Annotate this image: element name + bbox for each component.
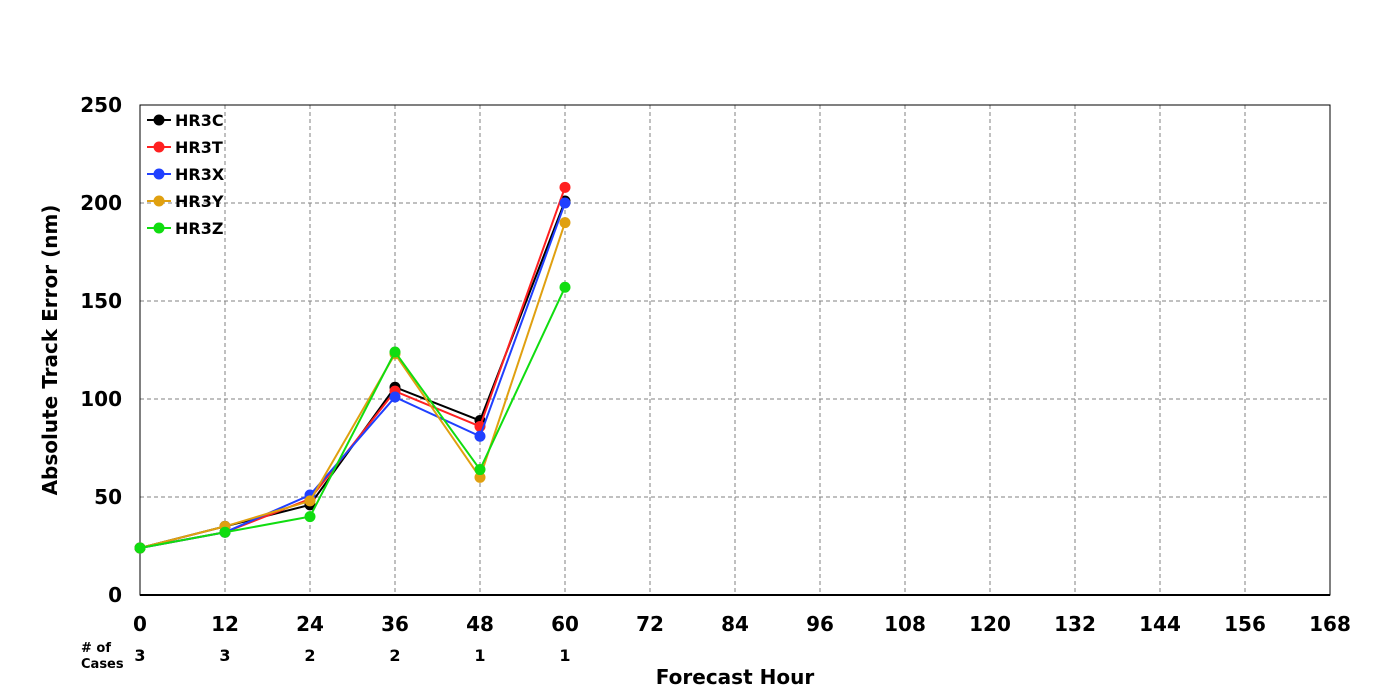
series-line bbox=[139, 186, 566, 549]
data-point bbox=[219, 526, 231, 538]
y-tick-label: 100 bbox=[80, 387, 122, 411]
x-tick-label: 156 bbox=[1224, 612, 1266, 636]
data-point bbox=[559, 197, 571, 209]
x-tick-label: 12 bbox=[211, 612, 239, 636]
series-hr3z bbox=[134, 281, 571, 554]
y-axis-title: Absolute Track Error (nm) bbox=[38, 205, 62, 496]
cases-label-line1: # of bbox=[81, 641, 111, 656]
data-point bbox=[559, 281, 571, 293]
cases-label-line2: Cases bbox=[81, 657, 124, 672]
data-point bbox=[474, 430, 486, 442]
x-tick-label: 0 bbox=[133, 612, 147, 636]
legend-entry-hr3t: HR3T bbox=[147, 138, 223, 157]
series-line bbox=[139, 286, 566, 549]
data-point bbox=[134, 542, 146, 554]
legend-marker bbox=[153, 141, 165, 153]
cases-value: 1 bbox=[474, 646, 485, 665]
legend-entry-hr3x: HR3X bbox=[147, 165, 225, 184]
legend-label: HR3Y bbox=[175, 192, 224, 211]
cases-value: 3 bbox=[134, 646, 145, 665]
x-tick-label: 84 bbox=[721, 612, 749, 636]
x-tick-label: 120 bbox=[969, 612, 1011, 636]
x-tick-label: 48 bbox=[466, 612, 494, 636]
y-tick-label: 150 bbox=[80, 289, 122, 313]
legend-label: HR3C bbox=[175, 111, 224, 130]
y-tick-labels: 0 50 100 150 200 250 bbox=[80, 93, 122, 607]
y-tick-label: 200 bbox=[80, 191, 122, 215]
legend-marker bbox=[153, 114, 165, 126]
cases-value: 3 bbox=[219, 646, 230, 665]
data-point bbox=[474, 471, 486, 483]
x-axis-title: Forecast Hour bbox=[656, 665, 815, 689]
data-point bbox=[559, 181, 571, 193]
x-tick-labels: 0 12 24 36 48 60 72 84 96 108 120 132 144 156 168 bbox=[133, 612, 1351, 636]
cases-value: 2 bbox=[389, 646, 400, 665]
series-line bbox=[139, 202, 566, 549]
x-tick-label: 96 bbox=[806, 612, 834, 636]
x-tick-label: 36 bbox=[381, 612, 409, 636]
y-tick-label: 50 bbox=[94, 485, 122, 509]
series-line bbox=[139, 200, 566, 549]
series-hr3y bbox=[134, 217, 571, 554]
series-line bbox=[139, 222, 566, 549]
data-point bbox=[304, 511, 316, 523]
legend-marker bbox=[153, 222, 165, 234]
data-point bbox=[389, 391, 401, 403]
legend-marker bbox=[153, 168, 165, 180]
x-tick-label: 168 bbox=[1309, 612, 1351, 636]
y-tick-label: 0 bbox=[108, 583, 122, 607]
x-tick-label: 72 bbox=[636, 612, 664, 636]
data-point bbox=[304, 495, 316, 507]
legend-label: HR3Z bbox=[175, 219, 223, 238]
data-point bbox=[474, 464, 486, 476]
data-point bbox=[559, 217, 571, 229]
x-tick-label: 108 bbox=[884, 612, 926, 636]
legend-entry-hr3y: HR3Y bbox=[147, 192, 224, 211]
cases-value: 1 bbox=[559, 646, 570, 665]
legend-label: HR3T bbox=[175, 138, 223, 157]
grid-layer bbox=[140, 105, 1330, 595]
legend: HR3C HR3T HR3X HR3Y HR3Z bbox=[147, 111, 225, 238]
x-tick-label: 60 bbox=[551, 612, 579, 636]
legend-entry-hr3c: HR3C bbox=[147, 111, 224, 130]
cases-value: 2 bbox=[304, 646, 315, 665]
x-tick-label: 144 bbox=[1139, 612, 1181, 636]
legend-label: HR3X bbox=[175, 165, 225, 184]
legend-marker bbox=[153, 195, 165, 207]
series-layer bbox=[134, 181, 571, 554]
x-tick-label: 132 bbox=[1054, 612, 1096, 636]
series-hr3x bbox=[134, 197, 571, 554]
data-point bbox=[389, 346, 401, 358]
legend-entry-hr3z: HR3Z bbox=[147, 219, 223, 238]
series-hr3c bbox=[134, 195, 571, 554]
x-tick-label: 24 bbox=[296, 612, 324, 636]
y-tick-label: 250 bbox=[80, 93, 122, 117]
cases-row: # of Cases 3 3 2 2 1 1 bbox=[81, 641, 571, 672]
